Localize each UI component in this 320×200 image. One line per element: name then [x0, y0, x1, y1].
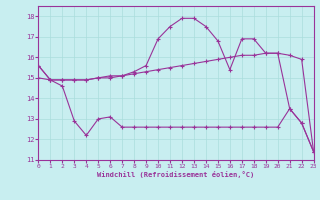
X-axis label: Windchill (Refroidissement éolien,°C): Windchill (Refroidissement éolien,°C)	[97, 171, 255, 178]
